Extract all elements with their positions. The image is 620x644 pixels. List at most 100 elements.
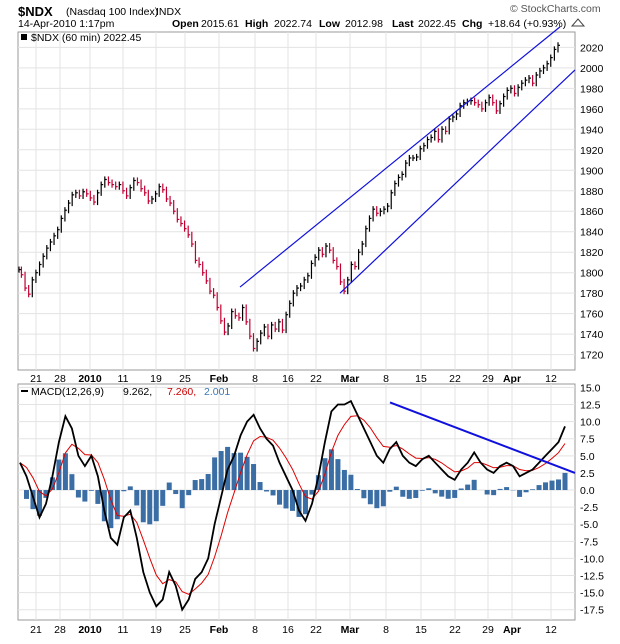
chg-label: Chg xyxy=(462,18,482,30)
price-y-tick-label: 1920 xyxy=(580,145,604,157)
open-label: Open xyxy=(172,18,199,30)
price-x-tick-label: 21 xyxy=(30,373,42,385)
price-y-tick-label: 1960 xyxy=(580,104,604,116)
macd-histogram-bar xyxy=(56,460,61,490)
price-x-tick-label: 8 xyxy=(252,373,258,385)
macd-histogram-bar xyxy=(128,486,133,490)
macd-histogram-bar xyxy=(76,490,81,497)
macd-histogram-bar xyxy=(342,470,347,490)
macd-y-tick-label: -12.5 xyxy=(580,571,604,583)
price-y-tick-label: 1800 xyxy=(580,268,604,280)
macd-y-tick-label: 10.0 xyxy=(580,417,601,429)
price-y-tick-label: 1840 xyxy=(580,227,604,239)
price-x-tick-label: Feb xyxy=(210,373,229,385)
macd-histogram-bar xyxy=(420,490,425,491)
macd-histogram-bar xyxy=(452,490,457,498)
macd-histogram-bar xyxy=(335,459,340,490)
macd-histogram-bar xyxy=(24,490,29,499)
macd-x-tick-label: Apr xyxy=(503,624,521,636)
macd-histogram-bar xyxy=(160,490,165,506)
macd-x-tick-label: 22 xyxy=(449,624,461,636)
chg-value: +18.64 (+0.93%) xyxy=(488,18,566,30)
macd-histogram-bar xyxy=(517,490,522,497)
macd-histogram-bar xyxy=(368,490,373,504)
price-y-tick-label: 1820 xyxy=(580,247,604,259)
last-value: 2022.45 xyxy=(418,18,456,30)
macd-histogram-bar xyxy=(180,490,185,508)
macd-histogram-bar xyxy=(530,489,535,490)
macd-histogram-bar xyxy=(251,464,256,490)
macd-histogram-bar xyxy=(167,483,172,490)
macd-x-tick-label: Feb xyxy=(210,624,229,636)
price-x-tick-label: 11 xyxy=(118,373,129,385)
macd-histogram-bar xyxy=(199,479,204,490)
macd-histogram-bar xyxy=(82,490,87,502)
symbol: $NDX xyxy=(18,4,53,19)
exchange: INDX xyxy=(156,6,181,18)
macd-histogram-bar xyxy=(264,490,269,491)
high-value: 2022.74 xyxy=(274,18,312,30)
price-x-tick-label: 12 xyxy=(545,373,557,385)
macd-histogram-bar xyxy=(465,485,470,490)
price-x-tick-label: Mar xyxy=(341,373,360,385)
macd-histogram-bar xyxy=(69,474,74,490)
macd-histogram-bar xyxy=(186,490,191,495)
macd-x-tick-label: 16 xyxy=(282,624,294,636)
macd-histogram-bar xyxy=(361,490,366,498)
price-x-tick-label: 15 xyxy=(415,373,427,385)
macd-histogram-bar xyxy=(413,490,418,498)
macd-histogram-bar xyxy=(491,490,496,495)
macd-histogram-bar xyxy=(550,481,555,490)
macd-histogram-bar xyxy=(173,490,178,494)
legend-swatch xyxy=(21,34,27,40)
macd-histogram-bar xyxy=(563,473,568,490)
price-y-tick-label: 1720 xyxy=(580,350,604,362)
macd-histogram-bar xyxy=(556,479,561,490)
macd-histogram-bar xyxy=(89,490,94,491)
macd-histogram-bar xyxy=(355,489,360,490)
macd-histogram-bar xyxy=(193,480,198,490)
macd-histogram-bar xyxy=(524,490,529,492)
price-x-tick-label: 8 xyxy=(383,373,389,385)
macd-x-tick-label: 21 xyxy=(30,624,42,636)
macd-histogram-bar xyxy=(271,490,276,495)
macd-legend-value: 2.001 xyxy=(204,386,230,398)
macd-y-tick-label: 0.0 xyxy=(580,485,595,497)
price-x-tick-label: 19 xyxy=(150,373,162,385)
price-y-tick-label: 1780 xyxy=(580,288,604,300)
macd-legend-value: 9.262, xyxy=(123,386,152,398)
macd-y-tick-label: 15.0 xyxy=(580,382,601,394)
macd-y-tick-label: 12.5 xyxy=(580,400,601,412)
price-x-tick-label: 2010 xyxy=(78,373,102,385)
low-label: Low xyxy=(319,18,341,30)
price-y-tick-label: 1980 xyxy=(580,83,604,95)
macd-x-tick-label: 2010 xyxy=(78,624,102,636)
macd-x-tick-label: 29 xyxy=(482,624,494,636)
macd-y-tick-label: -7.5 xyxy=(580,536,598,548)
macd-panel: 15.012.510.07.55.02.50.0-2.5-5.0-7.5-10.… xyxy=(18,382,604,636)
chevron-up-icon xyxy=(572,19,584,26)
macd-y-tick-label: -15.0 xyxy=(580,588,604,600)
macd-histogram-bar xyxy=(400,490,405,497)
price-y-tick-label: 2020 xyxy=(580,42,604,54)
macd-histogram-bar xyxy=(374,490,379,508)
macd-y-tick-label: -10.0 xyxy=(580,553,604,565)
last-label: Last xyxy=(392,18,414,30)
open-value: 2015.61 xyxy=(201,18,239,30)
macd-x-tick-label: 22 xyxy=(310,624,322,636)
macd-histogram-bar xyxy=(394,487,399,490)
macd-histogram-bar xyxy=(206,474,211,490)
macd-histogram-bar xyxy=(329,449,334,490)
macd-x-tick-label: 11 xyxy=(118,624,129,636)
macd-histogram-bar xyxy=(426,488,431,490)
price-y-tick-label: 1900 xyxy=(580,165,604,177)
price-y-tick-label: 1860 xyxy=(580,206,604,218)
macd-histogram-bar xyxy=(407,490,412,499)
macd-histogram-bar xyxy=(219,451,224,490)
macd-histogram-bar xyxy=(258,482,263,490)
price-y-tick-label: 1940 xyxy=(580,124,604,136)
macd-histogram-bar xyxy=(504,487,509,490)
macd-histogram-bar xyxy=(121,490,126,491)
macd-histogram-bar xyxy=(284,490,289,508)
